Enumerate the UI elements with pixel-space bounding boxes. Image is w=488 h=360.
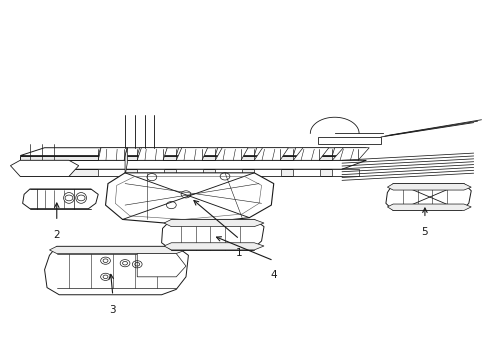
Polygon shape bbox=[386, 184, 470, 190]
Text: 4: 4 bbox=[270, 270, 277, 280]
Polygon shape bbox=[386, 204, 470, 211]
Text: 1: 1 bbox=[236, 248, 243, 258]
Polygon shape bbox=[20, 169, 341, 176]
Polygon shape bbox=[20, 148, 366, 156]
Polygon shape bbox=[215, 148, 247, 160]
Text: 5: 5 bbox=[421, 227, 427, 237]
Polygon shape bbox=[293, 169, 320, 176]
Polygon shape bbox=[163, 220, 264, 226]
Polygon shape bbox=[176, 148, 205, 156]
Polygon shape bbox=[20, 160, 366, 169]
Polygon shape bbox=[215, 148, 244, 156]
Polygon shape bbox=[385, 184, 470, 211]
Polygon shape bbox=[254, 148, 283, 156]
Polygon shape bbox=[137, 169, 163, 176]
Polygon shape bbox=[176, 169, 203, 176]
Polygon shape bbox=[331, 148, 368, 160]
Polygon shape bbox=[293, 148, 322, 156]
Polygon shape bbox=[44, 246, 188, 295]
Polygon shape bbox=[125, 148, 127, 176]
Polygon shape bbox=[49, 246, 185, 253]
Polygon shape bbox=[161, 220, 264, 250]
Polygon shape bbox=[137, 253, 185, 277]
Text: 2: 2 bbox=[53, 230, 60, 240]
Polygon shape bbox=[317, 137, 380, 144]
Polygon shape bbox=[254, 169, 281, 176]
Polygon shape bbox=[163, 243, 264, 250]
Polygon shape bbox=[137, 148, 166, 156]
Polygon shape bbox=[98, 169, 125, 176]
Polygon shape bbox=[293, 148, 328, 160]
Polygon shape bbox=[105, 173, 273, 225]
Ellipse shape bbox=[63, 193, 74, 203]
Polygon shape bbox=[215, 169, 242, 176]
Polygon shape bbox=[20, 156, 341, 160]
Polygon shape bbox=[176, 148, 207, 160]
Polygon shape bbox=[331, 169, 358, 176]
Ellipse shape bbox=[76, 193, 86, 203]
Polygon shape bbox=[331, 148, 361, 156]
Polygon shape bbox=[22, 189, 98, 209]
Polygon shape bbox=[137, 148, 167, 160]
Polygon shape bbox=[254, 148, 288, 160]
Polygon shape bbox=[10, 160, 79, 176]
Polygon shape bbox=[98, 148, 127, 156]
Polygon shape bbox=[98, 148, 126, 160]
Text: 3: 3 bbox=[109, 305, 116, 315]
